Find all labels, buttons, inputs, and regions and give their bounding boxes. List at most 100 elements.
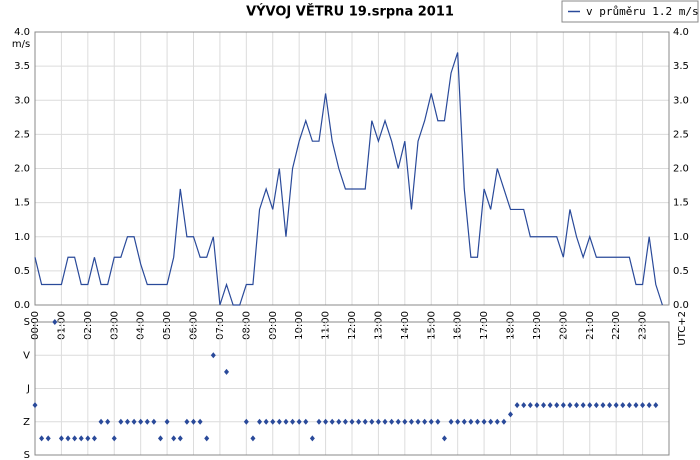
point — [309, 435, 315, 442]
point — [316, 418, 322, 425]
point — [105, 418, 111, 425]
point — [151, 418, 157, 425]
point — [283, 418, 289, 425]
y-tick-label: 4.0 — [14, 27, 30, 38]
point — [197, 418, 203, 425]
point — [45, 435, 51, 442]
point — [131, 418, 137, 425]
point — [98, 418, 104, 425]
x-tick-label: 01:00 — [56, 311, 67, 340]
y-tick-label-right: 4.0 — [673, 27, 689, 38]
point — [191, 418, 196, 425]
point — [171, 435, 177, 442]
point — [85, 435, 91, 442]
point — [653, 402, 659, 409]
point — [574, 402, 580, 409]
point — [620, 402, 626, 409]
point — [356, 418, 362, 425]
point — [521, 402, 527, 409]
point — [626, 402, 632, 409]
point — [481, 418, 487, 425]
y-axis-label: m/s — [12, 39, 30, 50]
y-tick-label-right: 2.5 — [673, 129, 689, 140]
point — [435, 418, 441, 425]
point — [455, 418, 461, 425]
y-tick-label: V — [23, 350, 30, 361]
point — [461, 418, 467, 425]
point — [336, 418, 342, 425]
point — [349, 418, 355, 425]
point — [508, 411, 513, 418]
point — [72, 435, 78, 442]
point — [422, 418, 428, 425]
point — [441, 435, 447, 442]
point — [389, 418, 395, 425]
point — [362, 418, 368, 425]
point — [468, 418, 474, 425]
point — [428, 418, 434, 425]
point — [111, 435, 117, 442]
point — [204, 435, 210, 442]
y-tick-label-right: 0.0 — [673, 300, 689, 311]
point — [382, 418, 388, 425]
point — [177, 435, 183, 442]
plot-frame — [34, 31, 670, 306]
y-tick-label: 1.5 — [14, 198, 30, 209]
point — [58, 435, 64, 442]
point — [329, 418, 335, 425]
y-tick-label: 0.0 — [14, 300, 30, 311]
point — [118, 418, 124, 425]
point — [224, 368, 230, 375]
chart-title: VÝVOJ VĚTRU 19.srpna 2011 — [246, 4, 454, 20]
point — [534, 402, 540, 409]
point — [184, 418, 190, 425]
point — [290, 418, 296, 425]
y-tick-label: S — [24, 450, 30, 460]
point — [375, 418, 381, 425]
y-tick-label-right: 3.0 — [673, 95, 689, 106]
point — [448, 418, 454, 425]
point — [52, 319, 58, 325]
point — [560, 402, 566, 409]
point — [303, 418, 309, 425]
point — [514, 402, 520, 409]
y-tick-label-right: 1.5 — [673, 198, 689, 209]
point — [402, 418, 408, 425]
point — [144, 418, 150, 425]
plot-frame — [34, 321, 670, 456]
point — [210, 352, 216, 359]
point — [408, 418, 414, 425]
y-tick-label: 0.5 — [14, 266, 30, 277]
y-tick-label: 3.5 — [14, 61, 30, 72]
point — [580, 402, 586, 409]
line — [34, 52, 663, 306]
point — [593, 402, 599, 409]
point — [243, 418, 249, 425]
point — [527, 402, 533, 409]
x-axis-label: UTC+2 — [677, 311, 688, 346]
point — [395, 418, 401, 425]
point — [276, 418, 282, 425]
point — [640, 402, 646, 409]
point — [78, 435, 84, 442]
point — [567, 402, 573, 409]
y-tick-label: 3.0 — [14, 95, 30, 106]
point — [607, 402, 613, 409]
point — [474, 418, 480, 425]
y-tick-label: S — [24, 317, 30, 328]
point — [541, 402, 547, 409]
point — [270, 418, 276, 425]
point — [633, 402, 639, 409]
point — [494, 418, 500, 425]
point — [32, 402, 38, 409]
legend-box — [561, 0, 699, 23]
point — [646, 402, 652, 409]
legend-label: v průměru 1.2 m/s — [586, 5, 699, 18]
y-tick-label-right: 1.0 — [673, 232, 689, 243]
point — [257, 418, 263, 425]
point — [600, 402, 606, 409]
y-tick-label: Z — [23, 417, 30, 428]
point — [547, 402, 553, 409]
